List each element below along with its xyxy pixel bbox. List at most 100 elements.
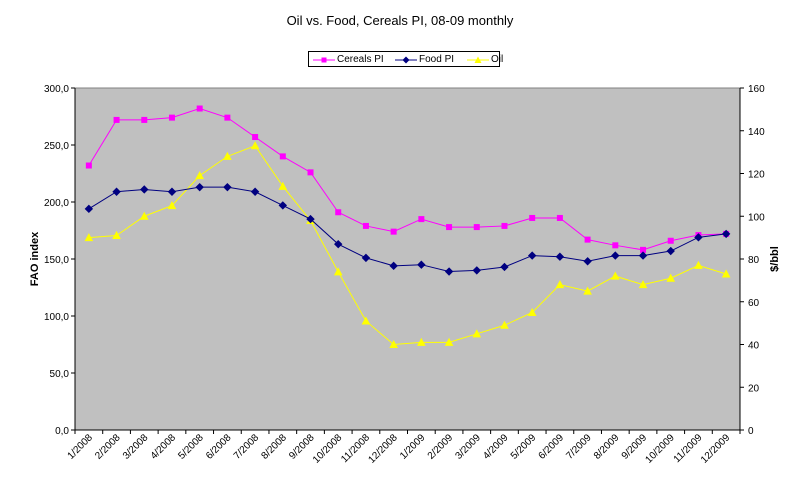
data-point-food-pi	[527, 251, 537, 260]
data-point-food-pi	[84, 204, 94, 214]
x-tick-label: 2/2009	[426, 432, 456, 462]
legend-swatch	[313, 57, 335, 63]
data-point-cereals-pi	[307, 169, 314, 176]
data-point-oil	[167, 201, 177, 210]
data-point-cereals-pi	[85, 162, 92, 169]
y-axis-title-right: $/bbl	[769, 246, 781, 272]
y-tick-label-left: 100,0	[44, 312, 69, 323]
data-point-oil	[666, 273, 676, 282]
x-tick-label: 5/2008	[176, 432, 206, 462]
data-point-oil	[223, 151, 232, 160]
legend-swatch	[395, 56, 417, 64]
data-point-oil	[472, 329, 482, 338]
chart-title: Oil vs. Food, Cereals PI, 08-09 monthly	[286, 13, 514, 28]
data-point-cereals-pi	[196, 105, 203, 112]
data-point-food-pi	[555, 252, 565, 261]
data-point-food-pi	[721, 229, 731, 239]
data-point-cereals-pi	[612, 242, 619, 249]
data-point-oil	[694, 260, 703, 269]
data-point-cereals-pi	[224, 114, 231, 121]
y-tick-label-left: 200,0	[44, 198, 69, 209]
data-point-oil	[555, 280, 565, 289]
data-point-cereals-pi	[390, 228, 397, 235]
data-point-cereals-pi	[335, 209, 342, 216]
data-point-oil	[583, 286, 592, 295]
data-point-cereals-pi	[529, 214, 536, 221]
y-tick-label-right: 20	[748, 383, 760, 394]
data-point-food-pi	[306, 214, 315, 224]
data-point-oil	[500, 320, 509, 329]
data-point-food-pi	[140, 185, 149, 194]
data-point-food-pi	[278, 201, 288, 210]
data-point-food-pi	[472, 266, 481, 275]
y-tick-label-right: 60	[748, 298, 760, 309]
x-tick-label: 7/2008	[232, 432, 262, 462]
x-tick-label: 1/2009	[398, 432, 428, 462]
data-point-cereals-pi	[501, 222, 508, 229]
data-point-food-pi	[417, 260, 426, 269]
x-tick-label: 12/2008	[366, 432, 400, 466]
data-point-cereals-pi	[667, 237, 674, 244]
y-tick-label-right: 100	[748, 212, 765, 223]
data-point-food-pi	[361, 253, 371, 263]
data-point-food-pi	[444, 267, 454, 276]
x-tick-label: 6/2008	[204, 432, 234, 462]
y-tick-label-right: 120	[748, 170, 765, 181]
data-point-cereals-pi	[418, 216, 425, 223]
data-point-food-pi	[389, 261, 398, 271]
series-line-oil	[88, 145, 727, 346]
data-point-oil	[389, 339, 398, 348]
data-point-oil	[278, 181, 288, 190]
legend: Cereals PI Food PI Oil	[308, 51, 504, 67]
data-point-food-pi	[638, 251, 648, 260]
data-point-cereals-pi	[446, 224, 453, 231]
data-point-oil	[361, 316, 371, 325]
data-point-food-pi	[334, 239, 343, 249]
x-tick-label: 8/2009	[592, 432, 622, 462]
data-point-cereals-pi	[362, 222, 369, 229]
x-tick-label: 10/2008	[311, 432, 345, 466]
data-point-cereals-pi	[584, 236, 591, 243]
y-tick-label-right: 0	[748, 426, 754, 437]
data-point-food-pi	[112, 187, 121, 196]
legend-label: Oil	[491, 54, 504, 65]
data-point-cereals-pi	[252, 134, 259, 141]
x-tick-label: 2/2008	[93, 432, 123, 462]
series-line-food-pi	[88, 186, 727, 273]
data-point-oil	[638, 280, 648, 289]
data-point-oil	[112, 230, 121, 239]
data-point-food-pi	[250, 187, 260, 196]
x-tick-label: 6/2009	[537, 432, 567, 462]
y-tick-label-left: 150,0	[44, 255, 69, 266]
data-point-food-pi	[195, 182, 204, 192]
y-tick-label-left: 0,0	[55, 426, 69, 437]
data-point-oil	[333, 267, 343, 276]
plot-area	[74, 87, 741, 431]
series-line-cereals-pi	[88, 107, 727, 251]
data-point-oil	[250, 141, 260, 150]
y-tick-label-right: 80	[748, 255, 760, 266]
data-point-oil	[610, 271, 620, 280]
data-point-cereals-pi	[113, 116, 120, 123]
x-tick-label: 3/2008	[121, 432, 151, 462]
x-tick-label: 3/2009	[453, 432, 483, 462]
y-tick-label-right: 140	[748, 127, 765, 138]
x-tick-label: 4/2009	[481, 432, 511, 462]
data-point-oil	[444, 337, 454, 346]
y-tick-label-right: 40	[748, 341, 760, 352]
data-point-food-pi	[500, 262, 509, 272]
x-tick-label: 1/2008	[66, 432, 96, 462]
data-point-oil	[527, 307, 537, 316]
data-point-cereals-pi	[556, 214, 563, 221]
data-point-cereals-pi	[279, 153, 286, 160]
data-point-cereals-pi	[473, 224, 480, 231]
legend-swatch	[467, 56, 489, 63]
data-point-cereals-pi	[168, 114, 175, 121]
y-tick-label-left: 50,0	[50, 369, 70, 380]
x-tick-label: 5/2009	[509, 432, 539, 462]
y-axis-title-left: FAO index	[29, 231, 41, 286]
x-tick-label: 12/2009	[699, 432, 733, 466]
y-tick-label-left: 250,0	[44, 141, 69, 152]
